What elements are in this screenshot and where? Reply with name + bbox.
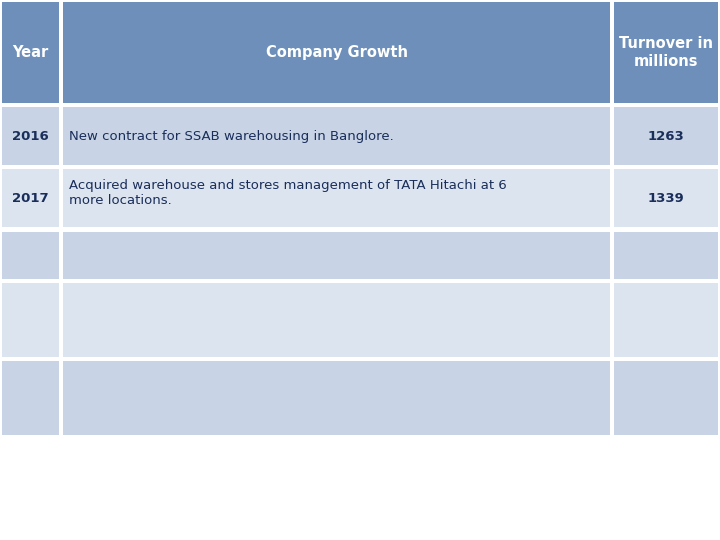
Bar	[63, 232, 610, 279]
Text: 1263: 1263	[647, 130, 685, 143]
Text: 2016: 2016	[12, 130, 49, 143]
Bar	[614, 107, 718, 165]
Text: 2017: 2017	[12, 192, 49, 205]
Bar	[614, 2, 718, 103]
Text: New contract for SSAB warehousing in Banglore.: New contract for SSAB warehousing in Ban…	[69, 130, 394, 143]
Text: Acquired warehouse and stores management of TATA Hitachi at 6
more locations.: Acquired warehouse and stores management…	[69, 179, 507, 207]
Text: Company Growth: Company Growth	[266, 45, 408, 60]
Bar	[2, 232, 59, 279]
Bar	[63, 283, 610, 357]
Bar	[2, 170, 59, 227]
Bar	[2, 283, 59, 357]
Bar	[63, 2, 610, 103]
Bar	[2, 2, 59, 103]
Bar	[614, 361, 718, 435]
Bar	[614, 232, 718, 279]
Bar	[2, 107, 59, 165]
Bar	[614, 283, 718, 357]
Bar	[63, 361, 610, 435]
Bar	[63, 170, 610, 227]
Bar	[614, 170, 718, 227]
Text: Year: Year	[12, 45, 49, 60]
Text: Turnover in
millions: Turnover in millions	[619, 36, 713, 69]
Text: 1339: 1339	[647, 192, 685, 205]
Bar	[63, 107, 610, 165]
Bar	[2, 361, 59, 435]
